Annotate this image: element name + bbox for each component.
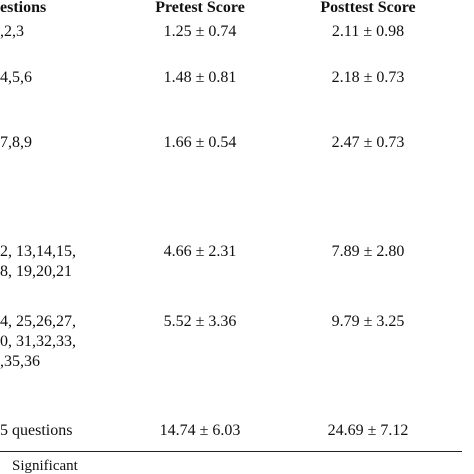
pretest-cell: 5.52 ± 3.36	[163, 313, 237, 330]
question-cell: 4, 25,26,27,	[0, 313, 76, 330]
posttest-cell: 24.69 ± 7.12	[327, 422, 409, 439]
question-cell: 7,8,9	[0, 134, 32, 151]
pretest-cell: 1.66 ± 0.54	[163, 134, 237, 151]
pretest-cell: 4.66 ± 2.31	[163, 243, 237, 260]
header-pretest: Pretest Score	[155, 0, 245, 16]
posttest-cell: 2.47 ± 0.73	[331, 134, 405, 151]
question-cell: 5 questions	[0, 422, 73, 439]
question-cell: ,2,3	[0, 23, 24, 40]
posttest-cell: 2.11 ± 0.98	[331, 23, 405, 40]
header-questions: estions	[0, 0, 47, 16]
pretest-cell: 14.74 ± 6.03	[159, 422, 241, 439]
posttest-cell: 2.18 ± 0.73	[331, 69, 405, 86]
header-posttest: Posttest Score	[320, 0, 416, 16]
posttest-cell: 7.89 ± 2.80	[331, 243, 405, 260]
table-rule	[0, 451, 462, 452]
question-cell: 4,5,6	[0, 69, 32, 86]
question-cell: 0, 31,32,33,	[0, 333, 76, 350]
pretest-cell: 1.25 ± 0.74	[163, 23, 237, 40]
question-cell: ,35,36	[0, 353, 40, 370]
question-cell: 2, 13,14,15,	[0, 243, 76, 260]
pretest-cell: 1.48 ± 0.81	[163, 69, 237, 86]
footer-note: Significant	[12, 458, 78, 474]
question-cell: 8, 19,20,21	[0, 263, 72, 280]
posttest-cell: 9.79 ± 3.25	[331, 313, 405, 330]
